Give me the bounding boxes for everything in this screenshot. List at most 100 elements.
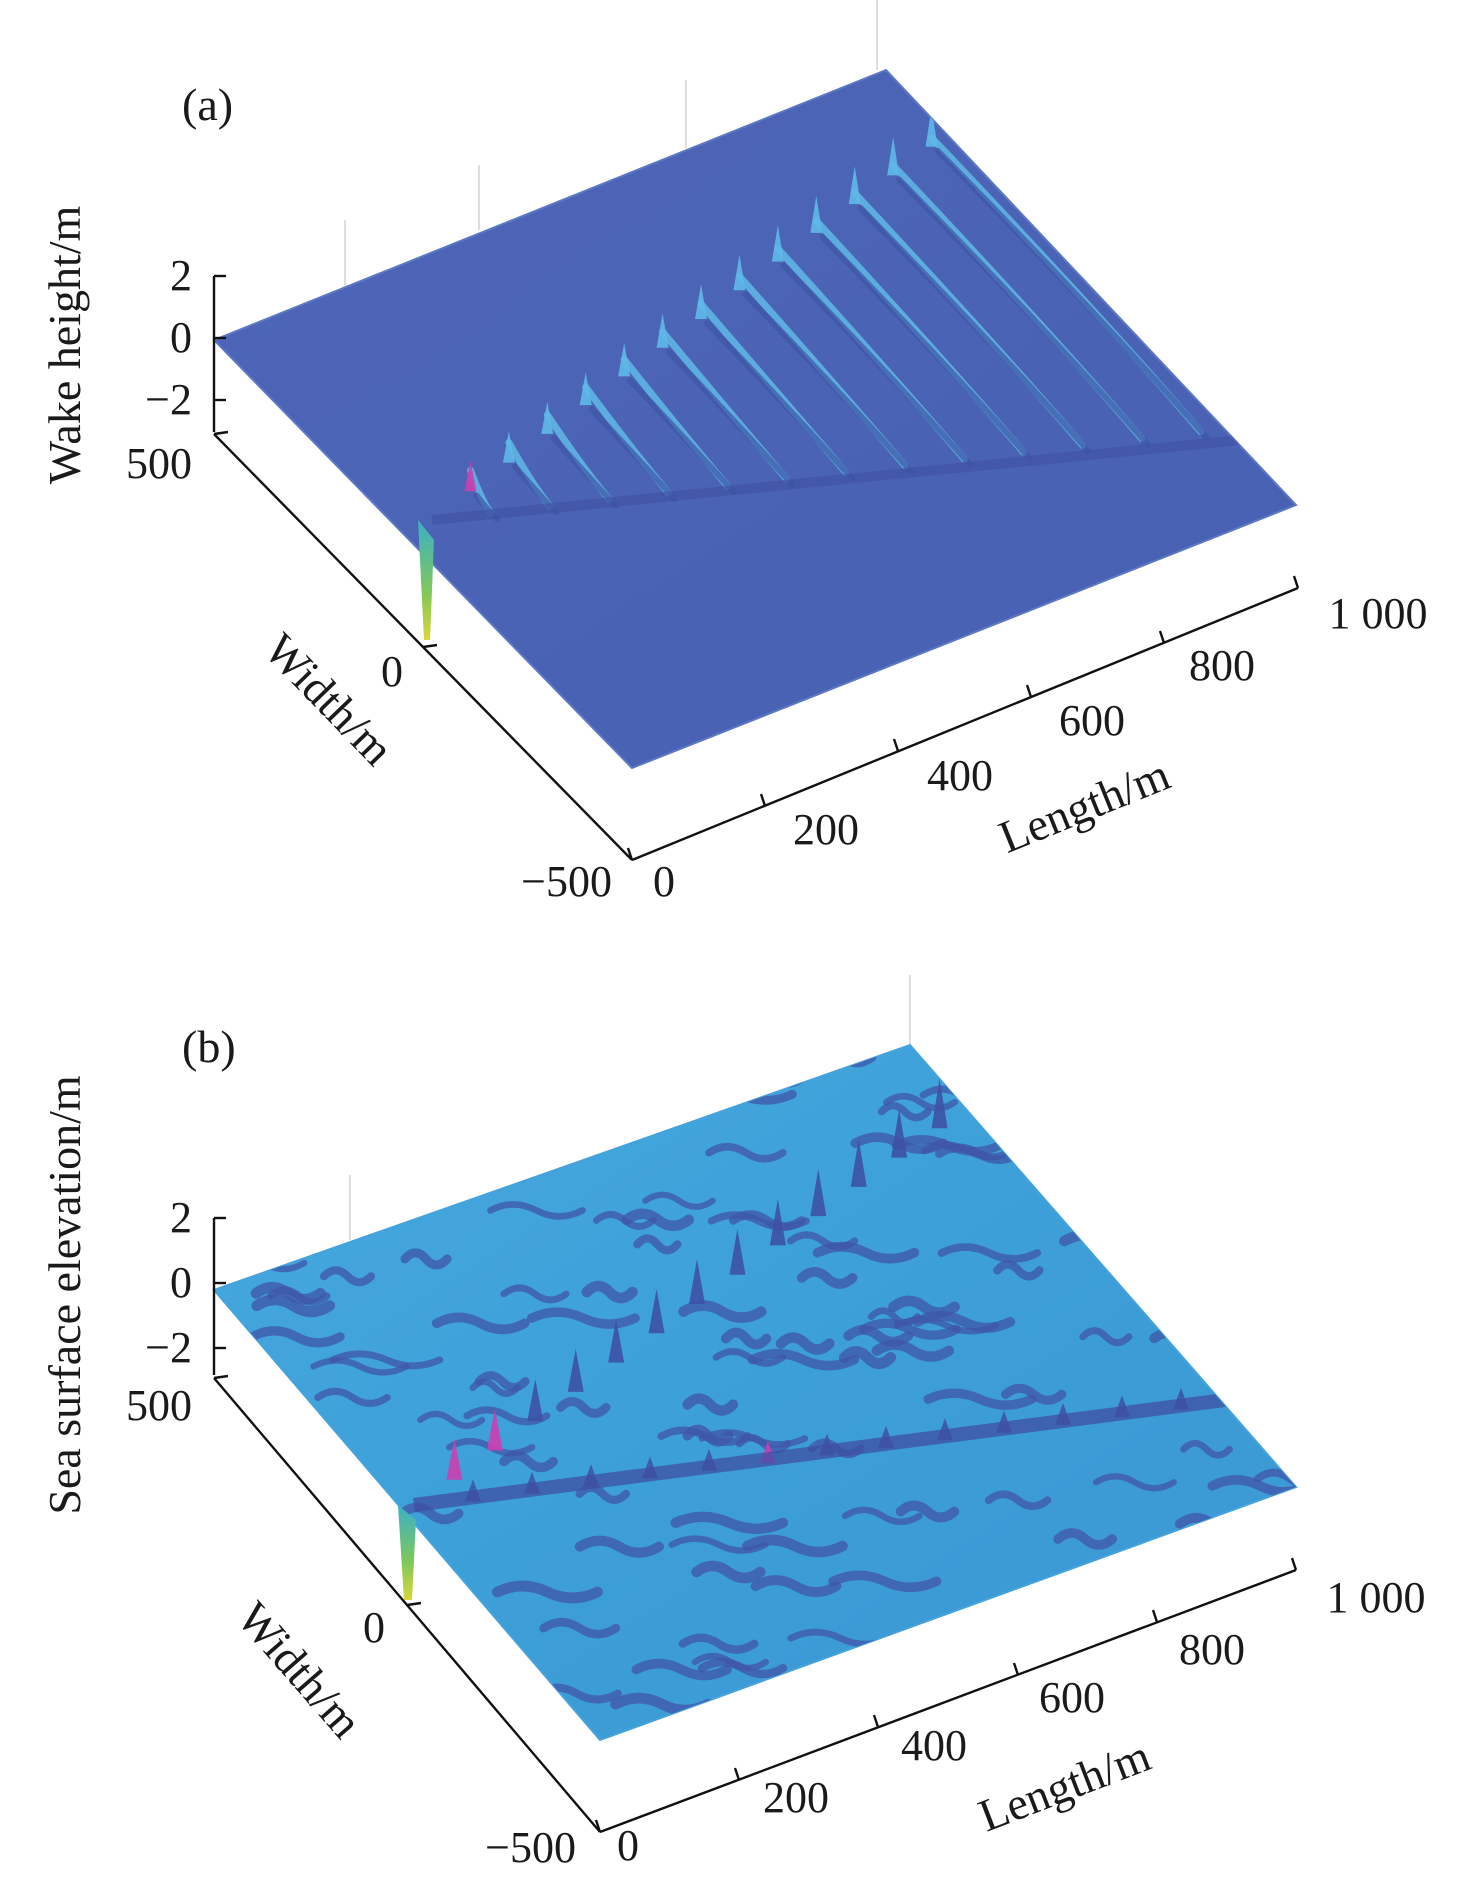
sea-wave: [1241, 1045, 1296, 1052]
panel-b-y-tick: [213, 1374, 229, 1380]
sea-wave: [258, 1214, 342, 1236]
sea-wave: [700, 1726, 811, 1740]
wake-trough: [780, 262, 974, 468]
sea-wave: [558, 1049, 613, 1071]
sea-wave: [1053, 1528, 1118, 1550]
panel-a-x-tick-label: 400: [927, 751, 993, 800]
sea-wave: [895, 1500, 960, 1523]
panel-b-x-tick: [872, 1714, 880, 1728]
panel-a-gridlines: [344, 0, 878, 285]
stern-wake: [431, 435, 1241, 525]
panel-b-y-tick-label: 0: [363, 1603, 385, 1652]
sea-wave: [1251, 1400, 1296, 1421]
sea-wave: [1173, 1278, 1239, 1298]
sea-wave: [670, 1511, 789, 1534]
panel-a: (a) 2 0 −2 Wake height/m 500 0 −500 Widt…: [39, 0, 1428, 906]
panel-b-z-axis-label: Sea surface elevation/m: [39, 1075, 90, 1515]
wake-trough: [665, 348, 796, 489]
sea-wave: [858, 1318, 962, 1340]
sea-wave: [431, 1312, 530, 1335]
sea-wave: [841, 1506, 923, 1526]
sea-wave: [458, 1666, 540, 1687]
sea-wave: [750, 1575, 842, 1598]
sea-wave: [491, 1580, 603, 1604]
panel-b: (b) 2 0 −2 Sea surface elevation/m 500 0…: [39, 975, 1426, 1872]
panel-a-z-tick-label: 0: [170, 313, 192, 362]
sea-wave: [359, 1150, 427, 1171]
sea-wave: [971, 1045, 1028, 1061]
panel-b-x-tick-label: 0: [617, 1821, 639, 1870]
wake-peak: [648, 1289, 665, 1334]
sea-wave: [1066, 1129, 1125, 1148]
wake-peak: [931, 1079, 948, 1129]
panel-a-z-tick-label: 2: [170, 251, 192, 300]
sea-wave: [499, 1450, 558, 1473]
panel-a-y-tick-label: 0: [381, 647, 403, 696]
sea-wave: [838, 1346, 897, 1370]
panel-a-x-tick: [892, 738, 900, 752]
wake-peak: [810, 1169, 827, 1217]
sea-wave: [921, 1655, 988, 1678]
panel-b-z-tick-label: 0: [170, 1258, 192, 1307]
sea-wave: [712, 1348, 786, 1367]
sea-wave: [286, 1133, 344, 1154]
panel-b-y-tick-label: −500: [485, 1823, 576, 1872]
panel-a-x-axis: [631, 586, 1299, 862]
sea-wave: [388, 1064, 505, 1088]
sea-wave: [342, 1549, 435, 1573]
sea-wave: [1239, 1247, 1296, 1270]
sea-wave: [698, 1429, 809, 1448]
wake-peak: [1232, 1380, 1248, 1402]
wake-peak: [972, 1049, 988, 1099]
sea-wave: [691, 1652, 770, 1672]
sea-wave: [387, 1744, 458, 1756]
sea-wave: [1127, 1569, 1219, 1593]
sea-wave: [893, 1316, 1000, 1335]
panel-b-y-tick-label: 500: [126, 1381, 192, 1430]
panel-b-x-tick-label: 200: [763, 1773, 829, 1822]
wake-trough: [934, 147, 1210, 441]
panel-a-x-tick-label: 600: [1059, 696, 1125, 745]
wake-peak: [769, 1199, 786, 1246]
sea-wave: [747, 1348, 860, 1371]
sea-wave: [796, 1266, 858, 1289]
sea-wave: [214, 1381, 276, 1400]
wake-peak: [964, 78, 976, 118]
sea-wave: [346, 1191, 425, 1211]
sea-wave: [319, 1266, 376, 1287]
sea-wave: [993, 1260, 1044, 1281]
panel-a-y-tick-label: 500: [126, 439, 192, 488]
wake-peak: [567, 1349, 584, 1392]
panel-a-x-tick-label: 0: [653, 857, 675, 906]
sea-wave: [642, 1191, 716, 1210]
sea-wave: [923, 1388, 1037, 1410]
panel-b-z-tick-label: −2: [145, 1323, 192, 1372]
sea-wave: [1170, 1711, 1248, 1734]
sea-wave: [1180, 1439, 1233, 1459]
sea-wave: [310, 1357, 410, 1376]
wake-peak: [689, 1259, 705, 1304]
panel-b-x-tick-label: 600: [1039, 1673, 1105, 1722]
wake-peak: [608, 1319, 625, 1363]
sea-wave: [227, 1435, 327, 1457]
sea-wave: [341, 1045, 445, 1061]
wake-trough: [819, 233, 1033, 462]
panel-b-x-tick: [1012, 1662, 1020, 1676]
sea-wave: [581, 1280, 638, 1304]
sea-wave: [806, 1047, 877, 1068]
sea-wave: [417, 1410, 486, 1429]
sea-wave: [984, 1490, 1052, 1511]
wake-peak: [579, 372, 592, 406]
panel-b-x-tick-label: 800: [1179, 1625, 1245, 1674]
wake-peak: [486, 1409, 503, 1451]
panel-b-x-tick: [733, 1767, 741, 1781]
sea-wave: [691, 1560, 766, 1584]
sea-wave: [382, 1602, 472, 1624]
panel-a-y-tick: [213, 430, 229, 436]
sea-wave: [678, 1300, 767, 1323]
wake-trough: [857, 205, 1092, 455]
sea-wave: [633, 1234, 682, 1255]
panel-b-x-tick: [1151, 1609, 1159, 1623]
sea-wave: [302, 1183, 406, 1203]
sea-wave: [214, 1206, 268, 1227]
